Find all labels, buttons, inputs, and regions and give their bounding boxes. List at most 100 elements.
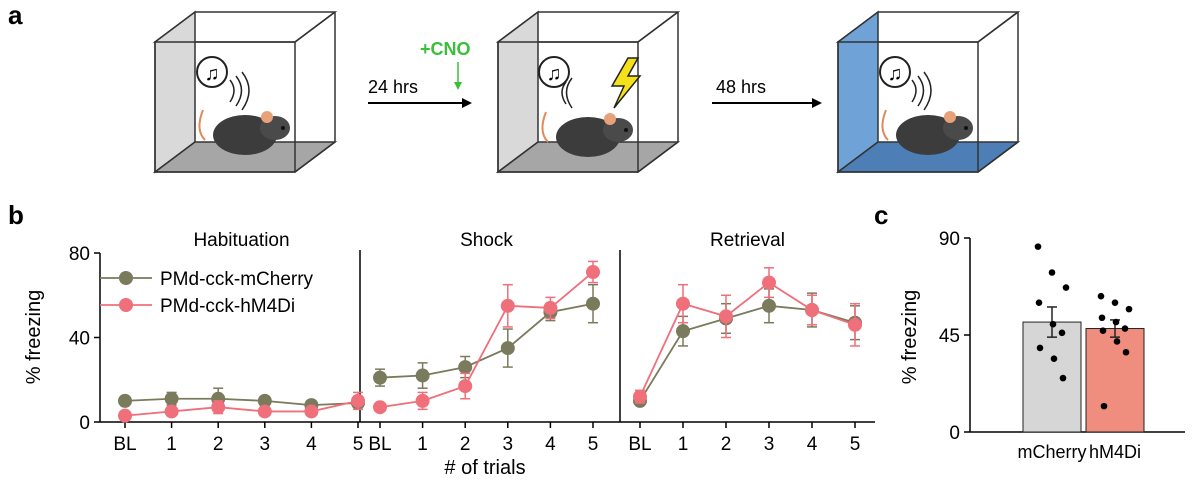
x-tick-label: 3 <box>764 434 775 455</box>
data-point <box>257 393 272 408</box>
y-axis-label: % freezing <box>23 290 45 385</box>
data-point <box>164 391 179 406</box>
series-line <box>639 304 856 402</box>
individual-point <box>1121 325 1129 332</box>
panel-label-c: c <box>874 200 888 230</box>
x-tick-label: 4 <box>807 434 818 455</box>
y-tick-label: 80 <box>69 244 90 265</box>
legend-marker <box>119 298 133 312</box>
series-line <box>379 302 594 379</box>
data-point <box>805 303 819 318</box>
data-point <box>676 296 690 311</box>
tone-icon: ♫ <box>196 56 250 111</box>
x-tick-label: BL <box>113 434 136 455</box>
individual-point <box>1050 355 1058 363</box>
individual-point <box>1058 329 1066 337</box>
tone-icon: ♫ <box>538 56 573 109</box>
data-point <box>500 341 515 356</box>
data-point <box>543 300 558 315</box>
x-tick-label: 5 <box>850 434 861 455</box>
individual-point <box>1035 299 1043 306</box>
individual-point <box>1122 348 1130 356</box>
legend-label: PMd-cck-mCherry <box>160 269 314 290</box>
individual-point <box>1097 292 1105 300</box>
x-tick-label: 1 <box>166 434 177 455</box>
x-tick-label: 1 <box>678 434 689 455</box>
x-tick-label: 2 <box>460 434 471 455</box>
data-point <box>676 324 690 339</box>
subplot-title: Shock <box>460 230 513 251</box>
panel-label-b: b <box>8 200 24 230</box>
data-point <box>351 393 365 408</box>
data-point <box>211 400 226 415</box>
individual-point <box>1111 299 1119 306</box>
individual-point <box>1099 327 1107 334</box>
data-point <box>373 400 387 415</box>
data-point <box>458 379 473 394</box>
y-tick-label: 0 <box>79 413 90 434</box>
data-point <box>762 298 776 313</box>
x-tick-label: 2 <box>721 434 732 455</box>
tone-icon: ♫ <box>879 56 932 111</box>
data-point <box>719 309 733 324</box>
series-line <box>124 399 359 417</box>
individual-point <box>1125 305 1133 313</box>
svg-text:♫: ♫ <box>888 63 903 85</box>
freezing-line-chart: % freezing # of trials 0 40 80 Habituation B… <box>23 230 875 479</box>
mouse-illustration <box>541 111 633 157</box>
x-tick-label: 1 <box>417 434 428 455</box>
interval-label-2: 48 hrs <box>716 77 766 97</box>
data-point <box>848 317 862 332</box>
interval-label-1: 24 hrs <box>368 77 418 97</box>
subplot-title: Retrieval <box>710 230 785 251</box>
individual-point <box>1100 402 1108 410</box>
bar <box>1085 328 1145 433</box>
data-point <box>762 275 776 290</box>
data-point <box>586 296 600 311</box>
series-line <box>124 397 359 407</box>
x-tick-label: BL <box>368 434 391 455</box>
individual-point <box>1112 318 1120 326</box>
y-axis-label: % freezing <box>899 290 921 385</box>
data-point <box>586 265 600 280</box>
panel-label-a: a <box>8 0 23 30</box>
chamber-3 <box>835 10 1021 174</box>
individual-point <box>1049 320 1057 328</box>
chamber-1 <box>152 10 338 174</box>
freezing-bar-chart: % freezing 0 45 90 mCherry hM4Di <box>899 229 1185 462</box>
drug-label: +CNO <box>420 39 471 59</box>
data-point <box>257 404 272 419</box>
y-tick-label: 45 <box>939 326 960 347</box>
x-tick-label: 3 <box>503 434 514 455</box>
legend-label: PMd-cck-hM4Di <box>160 296 295 317</box>
mouse-illustration <box>198 109 290 155</box>
subplot-title: Habituation <box>193 230 289 251</box>
x-tick-label: 3 <box>260 434 271 455</box>
x-tick-label: 5 <box>588 434 599 455</box>
x-tick-label: mCherry <box>1017 442 1086 462</box>
data-point <box>415 368 430 383</box>
svg-text:♫: ♫ <box>205 63 220 85</box>
data-point <box>373 370 387 385</box>
x-tick-label: 4 <box>545 434 556 455</box>
x-tick-label: BL <box>628 434 651 455</box>
individual-point <box>1036 344 1044 352</box>
data-point <box>633 389 647 404</box>
individual-point <box>1062 284 1070 291</box>
individual-point <box>1113 338 1121 345</box>
y-tick-label: 40 <box>69 329 90 350</box>
data-point <box>164 404 179 419</box>
mouse-illustration <box>881 109 973 155</box>
individual-point <box>1048 269 1056 276</box>
data-point <box>415 393 430 408</box>
data-point <box>458 360 473 375</box>
y-tick-label: 0 <box>949 423 960 444</box>
series-line <box>639 281 856 398</box>
data-point <box>118 393 132 408</box>
bar <box>1022 321 1082 433</box>
legend-marker <box>119 271 133 285</box>
x-tick-label: hM4Di <box>1089 442 1141 462</box>
y-tick-label: 90 <box>939 229 960 250</box>
individual-point <box>1034 243 1042 250</box>
